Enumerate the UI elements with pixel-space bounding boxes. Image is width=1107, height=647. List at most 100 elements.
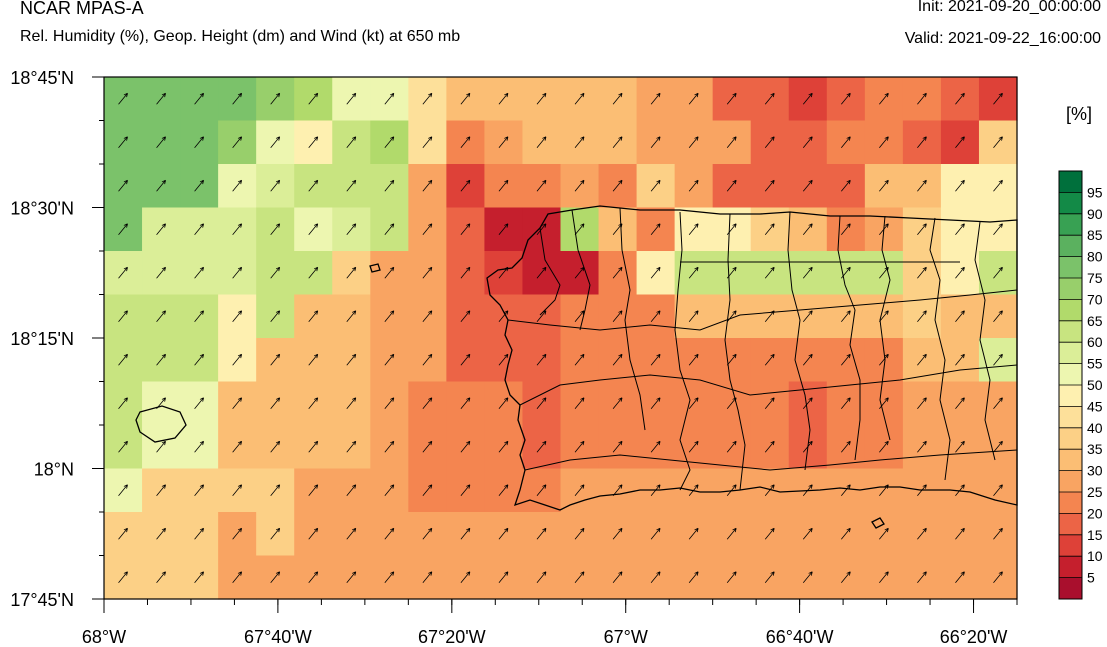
humidity-cell xyxy=(332,164,371,209)
wind-arrow xyxy=(917,440,927,453)
wind-arrow xyxy=(802,397,813,410)
wind-arrow xyxy=(574,440,585,453)
humidity-cell xyxy=(598,338,638,383)
wind-arrow xyxy=(688,397,699,410)
wind-arrow xyxy=(726,92,737,105)
humidity-cell xyxy=(256,468,295,513)
colorbar-label: 5 xyxy=(1087,570,1095,586)
wind-arrow xyxy=(574,527,585,540)
humidity-cell xyxy=(142,294,181,339)
wind-arrow xyxy=(764,353,775,366)
colorbar-segment xyxy=(1059,406,1082,429)
humidity-cell xyxy=(104,120,143,165)
field-description: Rel. Humidity (%), Geop. Height (dm) and… xyxy=(20,28,461,45)
humidity-cell xyxy=(218,555,257,600)
wind-arrow xyxy=(232,179,243,192)
humidity-cell xyxy=(484,555,524,600)
humidity-cell xyxy=(180,77,219,122)
humidity-cell xyxy=(256,251,295,296)
humidity-cell xyxy=(864,294,904,339)
wind-arrow xyxy=(536,527,547,540)
humidity-cell xyxy=(256,77,295,122)
wind-arrow xyxy=(764,92,775,105)
wind-arrow xyxy=(194,179,204,192)
wind-arrow xyxy=(688,136,699,149)
humidity-cell xyxy=(864,555,904,600)
colorbar-label: 20 xyxy=(1087,505,1103,521)
wind-arrow xyxy=(574,397,585,410)
humidity-cell xyxy=(674,512,714,557)
humidity-cell xyxy=(598,468,638,513)
humidity-cell xyxy=(826,164,866,209)
humidity-cell xyxy=(712,120,752,165)
caja-de-muertos xyxy=(871,517,885,529)
humidity-cell xyxy=(750,77,790,122)
humidity-cell xyxy=(142,555,181,600)
humidity-cell xyxy=(636,120,676,165)
wind-arrow xyxy=(308,266,319,279)
wind-arrow xyxy=(194,440,204,453)
wind-arrow xyxy=(841,484,851,497)
colorbar-label: 55 xyxy=(1087,356,1103,372)
wind-arrow xyxy=(612,310,623,323)
wind-arrow xyxy=(308,527,319,540)
colorbar-segment xyxy=(1059,556,1082,579)
wind-arrow xyxy=(498,440,509,453)
wind-arrow xyxy=(612,397,623,410)
humidity-cell xyxy=(408,77,447,122)
humidity-cell xyxy=(598,77,638,122)
wind-arrow xyxy=(574,92,585,105)
humidity-cell xyxy=(446,338,486,383)
humidity-cell xyxy=(712,251,752,296)
humidity-cell xyxy=(826,77,866,122)
humidity-cell xyxy=(750,512,790,557)
wind-arrow xyxy=(536,92,547,105)
mona-island xyxy=(135,405,187,443)
colorbar-label: 85 xyxy=(1087,227,1103,243)
wind-arrow xyxy=(993,484,1003,497)
wind-arrow xyxy=(650,223,661,236)
humidity-cell xyxy=(636,77,676,122)
wind-arrow xyxy=(270,310,281,323)
humidity-cell xyxy=(142,120,181,165)
humidity-cell xyxy=(446,555,486,600)
wind-arrow xyxy=(764,527,775,540)
humidity-cell xyxy=(902,164,942,209)
island-coastline xyxy=(486,205,1018,511)
humidity-cell xyxy=(142,381,181,426)
valid-time: Valid: 2021-09-22_16:00:00 xyxy=(904,30,1101,47)
wind-arrow xyxy=(955,266,965,279)
wind-arrow xyxy=(118,397,128,410)
humidity-cell xyxy=(940,251,980,296)
wind-arrow xyxy=(802,179,813,192)
humidity-cell xyxy=(978,164,1018,209)
humidity-cell xyxy=(104,77,143,122)
wind-arrow xyxy=(118,136,128,149)
wind-arrow xyxy=(156,484,166,497)
humidity-cell xyxy=(294,381,333,426)
humidity-cell xyxy=(674,294,714,339)
lon-tick-label: 67°W xyxy=(604,627,648,647)
colorbar-label: 30 xyxy=(1087,463,1103,479)
humidity-cell xyxy=(294,294,333,339)
humidity-cell xyxy=(674,164,714,209)
humidity-cell xyxy=(598,555,638,600)
colorbar-label: 35 xyxy=(1087,441,1103,457)
humidity-cell xyxy=(484,251,524,296)
humidity-cell xyxy=(674,338,714,383)
humidity-cell xyxy=(788,555,828,600)
wind-arrow xyxy=(232,527,243,540)
humidity-cell xyxy=(560,468,600,513)
humidity-cell xyxy=(218,294,257,339)
wind-arrow xyxy=(612,266,623,279)
wind-arrow xyxy=(460,353,471,366)
wind-arrow xyxy=(993,223,1003,236)
wind-arrow xyxy=(270,266,281,279)
humidity-cell xyxy=(522,555,562,600)
humidity-cell xyxy=(674,77,714,122)
humidity-cell xyxy=(446,120,486,165)
humidity-cell xyxy=(712,425,752,470)
humidity-cell xyxy=(522,207,562,252)
colorbar-label: 25 xyxy=(1087,484,1103,500)
humidity-cell xyxy=(864,77,904,122)
